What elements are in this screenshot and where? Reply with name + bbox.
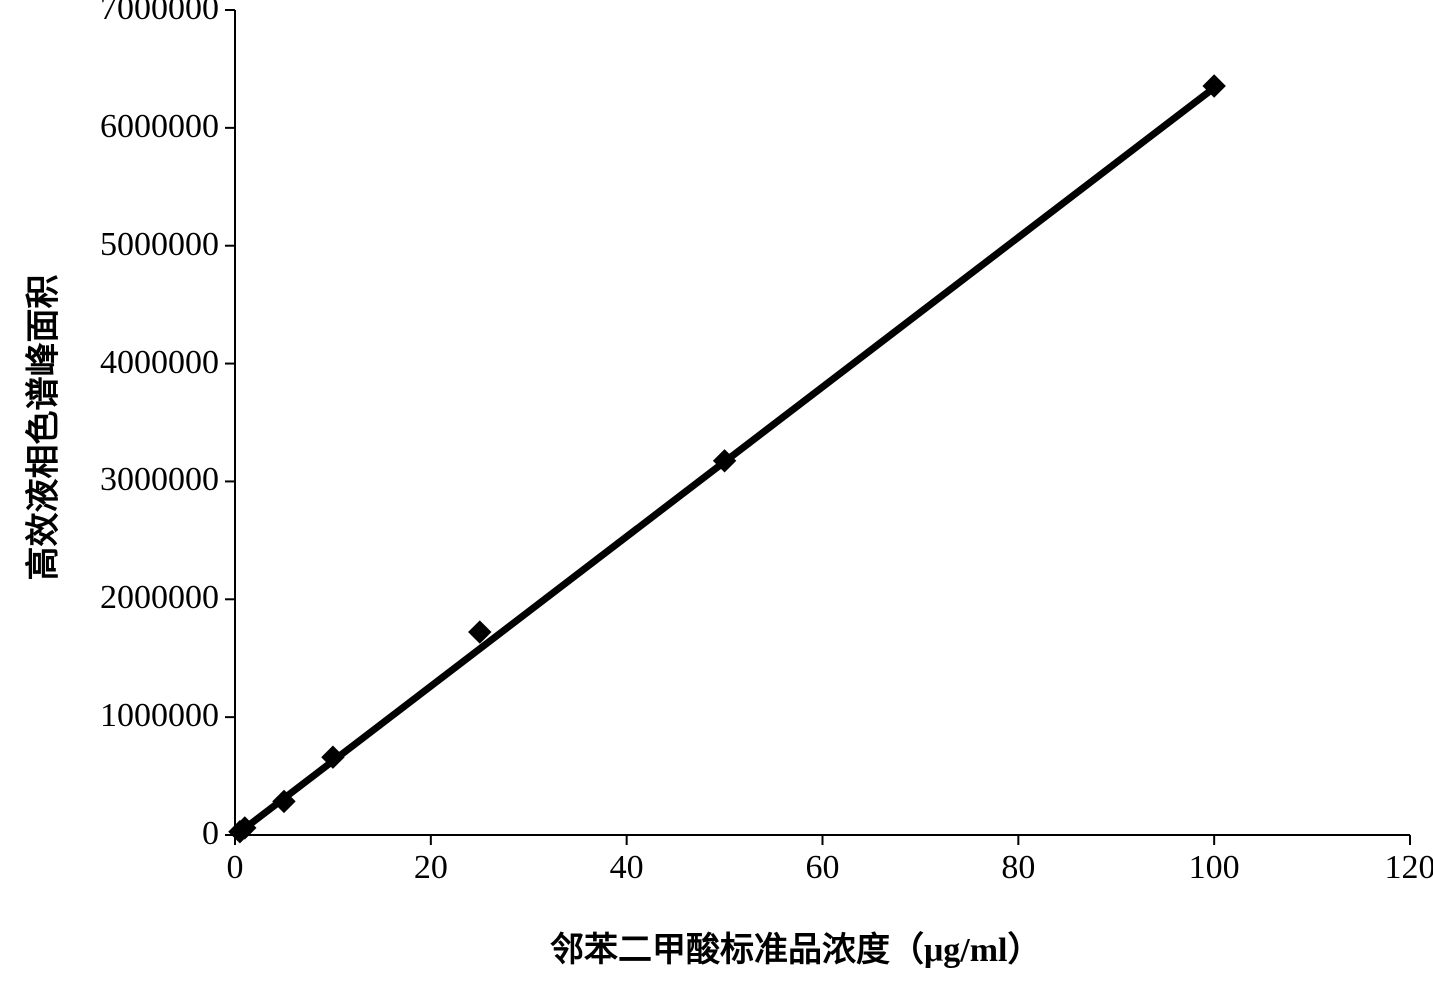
x-tick-label: 40 [597, 849, 657, 887]
y-tick-label: 0 [202, 815, 219, 853]
x-tick-label: 0 [205, 849, 265, 887]
y-tick-label: 2000000 [100, 579, 219, 617]
x-tick-label: 120 [1380, 849, 1433, 887]
y-tick-label: 4000000 [100, 344, 219, 382]
y-tick-label: 6000000 [100, 108, 219, 146]
y-tick-label: 3000000 [100, 461, 219, 499]
x-tick-label: 80 [988, 849, 1048, 887]
y-tick-label: 5000000 [100, 226, 219, 264]
x-tick-label: 100 [1184, 849, 1244, 887]
y-tick-label: 1000000 [100, 697, 219, 735]
x-tick-label: 20 [401, 849, 461, 887]
y-tick-label: 7000000 [100, 0, 219, 28]
x-axis-label: 邻苯二甲酸标准品浓度（μg/ml） [550, 922, 1042, 971]
y-axis-label: 高效液相色谱峰面积 [16, 228, 65, 628]
chart-container: 高效液相色谱峰面积 邻苯二甲酸标准品浓度（μg/ml） 0 20 40 60 80 100… [0, 0, 1433, 981]
x-tick-label: 60 [793, 849, 853, 887]
